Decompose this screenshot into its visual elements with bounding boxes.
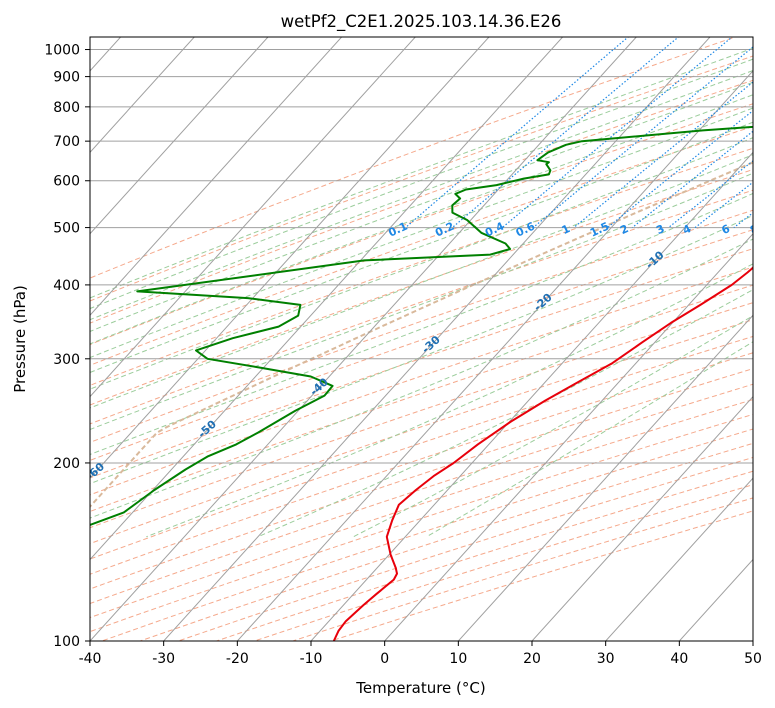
isotherm-line — [729, 25, 775, 668]
plot-frame — [90, 37, 753, 641]
mixing-ratio-lines — [406, 25, 775, 228]
isotherm-line — [0, 25, 573, 668]
x-tick-label: 40 — [670, 651, 688, 667]
y-tick-label: 700 — [53, 134, 80, 150]
dry-adiabat-line — [0, 25, 770, 654]
isotherm-line — [0, 25, 205, 668]
mixing-ratio-label: 6 — [720, 222, 733, 237]
isotherm-line — [434, 25, 775, 668]
dry-adiabat-line — [0, 25, 775, 654]
dry-adiabat-line — [0, 25, 775, 654]
sounding-profiles — [0, 59, 775, 641]
y-tick-label: 900 — [53, 70, 80, 86]
isotherm-line — [508, 25, 775, 668]
plot-area: -100-90-80-70-60-50-40-30-20-10010203040… — [0, 0, 775, 668]
y-tick-label: 400 — [53, 278, 80, 294]
isotherm-label: 0 — [767, 202, 775, 217]
mixing-ratio-line — [502, 25, 746, 228]
y-axis-title: Pressure (hPa) — [11, 285, 29, 393]
chart-title: wetPf2_C2E1.2025.103.14.36.E26 — [281, 12, 562, 32]
x-tick-label: 0 — [380, 651, 389, 667]
dry-adiabat-line — [0, 25, 775, 654]
dry-adiabat-line — [0, 25, 775, 654]
y-tick-label: 100 — [53, 634, 80, 650]
mixing-ratio-line — [452, 25, 692, 228]
dewpoint-profile-line — [0, 59, 775, 641]
dry-adiabat-line — [0, 25, 775, 654]
x-tick-label: -30 — [152, 651, 175, 667]
dry-adiabat-line — [253, 25, 775, 654]
x-tick-label: 10 — [449, 651, 467, 667]
dry-adiabat-line — [0, 25, 775, 654]
y-tick-label: 800 — [53, 100, 80, 116]
mixing-ratio-label: 1.5 — [588, 220, 611, 240]
y-tick-label: 500 — [53, 221, 80, 237]
mixing-ratio-label: 10 — [767, 220, 775, 238]
isotherms — [0, 25, 775, 668]
y-tick-label: 200 — [53, 456, 80, 472]
x-tick-label: -10 — [300, 651, 323, 667]
dry-adiabat-line — [215, 25, 775, 654]
mixing-ratio-label: 0.2 — [433, 220, 456, 240]
dry-adiabat-line — [0, 25, 775, 654]
isotherm-line — [213, 25, 775, 668]
moist-adiabat-line — [426, 37, 775, 537]
dry-adiabat-line — [0, 25, 775, 654]
mixing-ratio-label: 1 — [560, 222, 572, 237]
x-tick-label: 30 — [597, 651, 615, 667]
y-axis: 100 200 300 400 500 600 700 800 900 1000 — [44, 43, 90, 650]
x-tick-label: -20 — [226, 651, 249, 667]
y-tick-label: 1000 — [44, 43, 80, 59]
x-axis-title: Temperature (°C) — [355, 679, 485, 697]
isotherm-line — [0, 25, 426, 668]
x-tick-label: 50 — [744, 651, 762, 667]
x-axis: -40 -30 -20 -10 0 10 20 30 40 50 — [79, 641, 762, 667]
moist-adiabat-line — [353, 37, 775, 537]
dry-adiabat-line — [0, 25, 775, 654]
mixing-ratio-label: 3 — [654, 222, 666, 237]
mixing-ratio-label: 4 — [681, 222, 694, 237]
dry-adiabats — [0, 25, 775, 654]
mixing-ratio-line — [763, 25, 775, 228]
dry-adiabat-line — [0, 25, 775, 654]
moist-adiabat-line — [146, 37, 775, 537]
mixing-ratio-line — [695, 25, 775, 228]
dry-adiabat-line — [0, 25, 775, 654]
dry-adiabat-line — [0, 25, 775, 654]
y-tick-label: 600 — [53, 174, 80, 190]
isotherm-line — [655, 25, 775, 668]
dry-adiabat-line — [0, 25, 775, 654]
dry-adiabat-line — [27, 25, 775, 654]
y-tick-label: 300 — [53, 352, 80, 368]
dry-adiabat-line — [0, 25, 775, 654]
x-tick-label: -40 — [79, 651, 102, 667]
dry-adiabat-line — [0, 25, 775, 654]
mixing-ratio-label: 0.4 — [483, 219, 506, 239]
dry-adiabat-line — [0, 25, 775, 654]
x-tick-label: 20 — [523, 651, 541, 667]
dry-adiabat-line — [0, 25, 775, 654]
dry-adiabat-line — [0, 25, 775, 654]
isotherm-line — [287, 25, 775, 668]
mixing-ratio-line — [734, 25, 775, 228]
mixing-ratio-label: 8 — [748, 222, 760, 237]
mixing-ratio-label: 0.6 — [514, 219, 537, 239]
moist-adiabat-line — [258, 37, 775, 537]
dry-adiabat-line — [0, 25, 775, 654]
